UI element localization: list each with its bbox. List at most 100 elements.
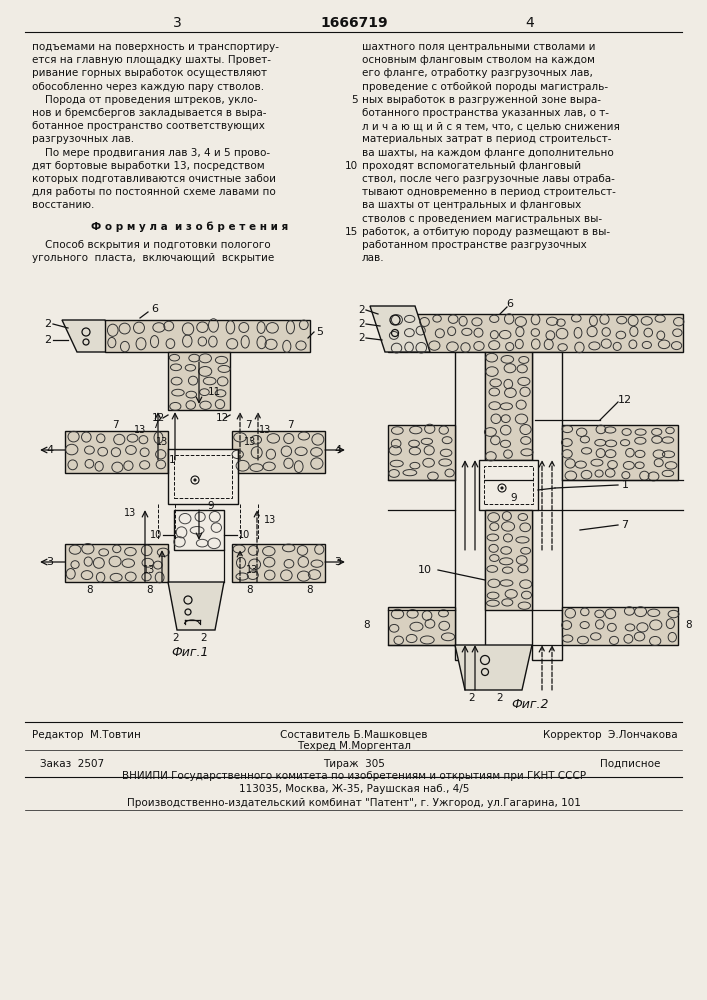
Text: Порода от проведения штреков, укло-: Порода от проведения штреков, укло-	[32, 95, 257, 105]
Text: 12: 12	[618, 395, 632, 405]
Bar	[168, 449, 238, 504]
Text: основным фланговым стволом на каждом: основным фланговым стволом на каждом	[362, 55, 595, 65]
Text: шахтного поля центральными стволами и: шахтного поля центральными стволами и	[362, 42, 595, 52]
Text: Подписное: Подписное	[600, 759, 660, 769]
Text: 13: 13	[156, 437, 168, 447]
Text: 1: 1	[621, 480, 629, 490]
Text: подъемами на поверхность и транспортиру-: подъемами на поверхность и транспортиру-	[32, 42, 279, 52]
Polygon shape	[455, 645, 532, 690]
Bar	[174, 510, 224, 550]
Text: проходят вспомогательный фланговый: проходят вспомогательный фланговый	[362, 161, 581, 171]
Circle shape	[501, 487, 503, 489]
Text: ВНИИПИ Государственного комитета по изобретениям и открытиям при ГКНТ СССР: ВНИИПИ Государственного комитета по изоб…	[122, 771, 586, 781]
Text: ва шахты от центральных и фланговых: ва шахты от центральных и фланговых	[362, 200, 581, 210]
Text: 13: 13	[259, 425, 271, 435]
Text: 8: 8	[146, 585, 153, 595]
Text: Редактор  М.Товтин: Редактор М.Товтин	[32, 730, 141, 740]
Text: тывают одновременно в период строительст-: тывают одновременно в период строительст…	[362, 187, 616, 197]
Text: 2: 2	[497, 693, 503, 703]
Text: работанном пространстве разгрузочных: работанном пространстве разгрузочных	[362, 240, 587, 250]
Text: обособленно через каждую пару стволов.: обособленно через каждую пару стволов.	[32, 82, 264, 92]
Text: 9: 9	[207, 501, 214, 511]
Text: 2: 2	[45, 335, 52, 345]
Text: 4: 4	[525, 16, 534, 30]
Text: 8: 8	[685, 620, 691, 630]
Bar	[484, 466, 533, 504]
Text: 3: 3	[47, 557, 54, 567]
Text: 13: 13	[124, 508, 136, 518]
Bar	[388, 607, 455, 645]
Text: 1: 1	[169, 455, 175, 465]
Text: Фиг.1: Фиг.1	[171, 646, 209, 658]
Text: восстанию.: восстанию.	[32, 200, 94, 210]
Text: 113035, Москва, Ж-35, Раушская наб., 4/5: 113035, Москва, Ж-35, Раушская наб., 4/5	[239, 784, 469, 794]
Text: стволов с проведением магистральных вы-: стволов с проведением магистральных вы-	[362, 214, 602, 224]
Text: Корректор  Э.Лончакова: Корректор Э.Лончакова	[544, 730, 678, 740]
Text: 10: 10	[238, 530, 250, 540]
Text: для работы по постоянной схеме лавами по: для работы по постоянной схеме лавами по	[32, 187, 276, 197]
Text: 13: 13	[246, 565, 258, 575]
Text: угольного  пласта,  включающий  вскрытие: угольного пласта, включающий вскрытие	[32, 253, 274, 263]
Text: 6: 6	[506, 299, 513, 309]
Text: 5: 5	[317, 327, 324, 337]
Bar	[479, 460, 538, 510]
Text: 8: 8	[87, 585, 93, 595]
Text: 7: 7	[621, 520, 629, 530]
Text: Составитель Б.Машковцев: Составитель Б.Машковцев	[280, 730, 428, 740]
Text: 2: 2	[469, 693, 475, 703]
Text: Производственно-издательский комбинат "Патент", г. Ужгород, ул.Гагарина, 101: Производственно-издательский комбинат "П…	[127, 798, 581, 808]
Text: Фиг.2: Фиг.2	[511, 698, 549, 710]
Bar	[388, 425, 455, 480]
Text: ботанное пространство соответствующих: ботанное пространство соответствующих	[32, 121, 265, 131]
Text: разгрузочных лав.: разгрузочных лав.	[32, 134, 134, 144]
Text: 2: 2	[358, 319, 365, 329]
Text: 12: 12	[216, 413, 228, 423]
Text: его фланге, отработку разгрузочных лав,: его фланге, отработку разгрузочных лав,	[362, 68, 593, 78]
Text: 13: 13	[134, 425, 146, 435]
Text: ных выработок в разгруженной зоне выра-: ных выработок в разгруженной зоне выра-	[362, 95, 601, 105]
Text: 7: 7	[152, 420, 158, 430]
Bar	[485, 510, 532, 610]
Bar	[65, 431, 168, 473]
Text: нов и бремсбергов закладывается в выра-: нов и бремсбергов закладывается в выра-	[32, 108, 267, 118]
Bar	[532, 352, 562, 660]
Text: 12: 12	[151, 413, 165, 423]
Text: ботанного пространства указанных лав, о т-: ботанного пространства указанных лав, о …	[362, 108, 609, 118]
Text: 8: 8	[363, 620, 370, 630]
Text: 2: 2	[201, 633, 207, 643]
Text: 5: 5	[351, 95, 358, 105]
Bar	[232, 431, 325, 473]
Bar	[174, 455, 232, 498]
Polygon shape	[168, 582, 224, 630]
Text: 10: 10	[150, 530, 162, 540]
Text: 13: 13	[264, 515, 276, 525]
Text: 8: 8	[247, 585, 253, 595]
Text: 13: 13	[244, 437, 256, 447]
Circle shape	[194, 479, 197, 481]
Text: 7: 7	[286, 420, 293, 430]
Text: 2: 2	[45, 319, 52, 329]
Text: ва шахты, на каждом фланге дополнительно: ва шахты, на каждом фланге дополнительно	[362, 148, 614, 158]
Polygon shape	[62, 320, 120, 352]
Bar	[168, 352, 230, 410]
Text: ется на главную площадку шахты. Провет-: ется на главную площадку шахты. Провет-	[32, 55, 271, 65]
Text: 7: 7	[245, 420, 251, 430]
Text: 3: 3	[334, 557, 341, 567]
Text: 4: 4	[47, 445, 54, 455]
Text: 3: 3	[173, 16, 182, 30]
Bar	[65, 544, 168, 582]
Text: 13: 13	[143, 565, 155, 575]
Text: 2: 2	[358, 333, 365, 343]
Bar	[232, 544, 325, 582]
Text: Тираж  305: Тираж 305	[323, 759, 385, 769]
Text: 15: 15	[345, 227, 358, 237]
Text: 10: 10	[418, 565, 432, 575]
Text: 2: 2	[358, 305, 365, 315]
Text: 4: 4	[334, 445, 341, 455]
Text: материальных затрат в период строительст-: материальных затрат в период строительст…	[362, 134, 612, 144]
Text: Способ вскрытия и подготовки пологого: Способ вскрытия и подготовки пологого	[32, 240, 271, 250]
Text: 9: 9	[510, 493, 517, 503]
Text: 6: 6	[151, 304, 158, 314]
Text: проведение с отбойкой породы магистраль-: проведение с отбойкой породы магистраль-	[362, 82, 608, 92]
Bar	[562, 607, 678, 645]
